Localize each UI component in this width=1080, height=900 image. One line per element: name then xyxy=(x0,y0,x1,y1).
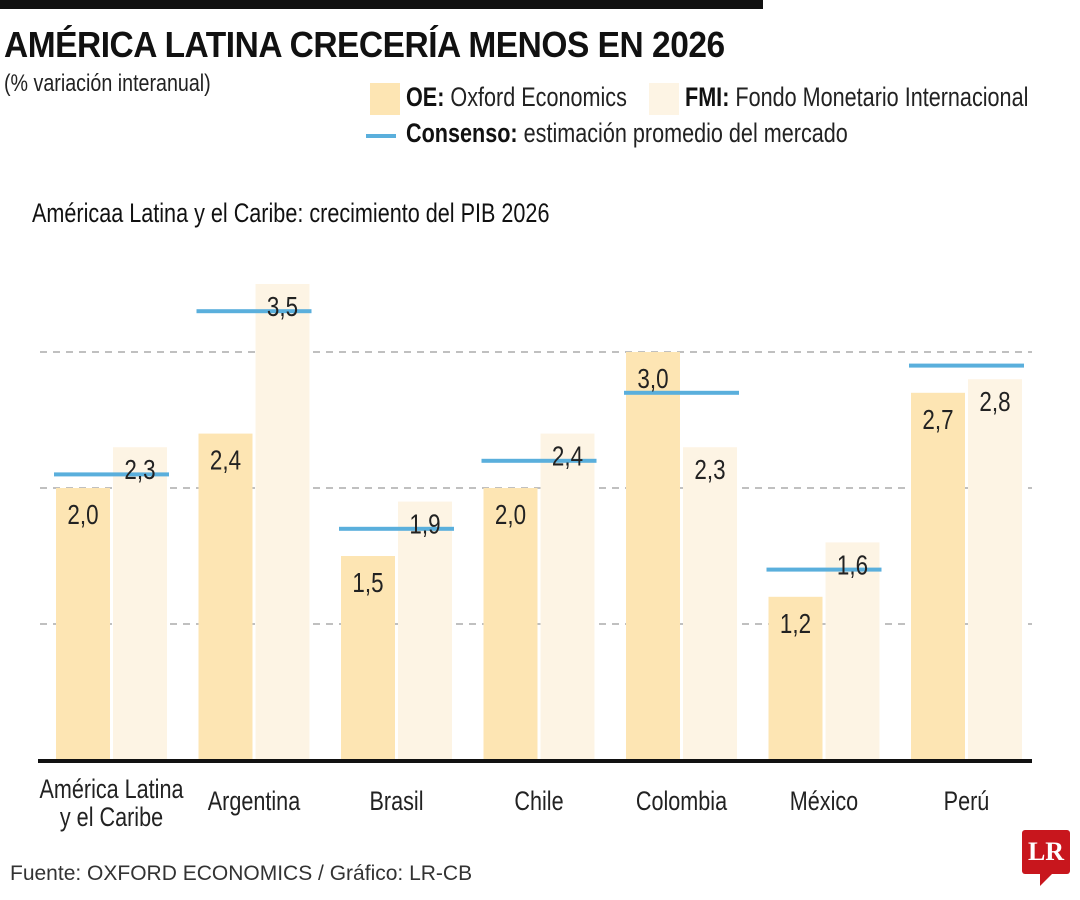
bar-oe xyxy=(768,596,823,760)
bar-oe xyxy=(56,488,110,760)
chart-headline: AMÉRICA LATINA CRECERÍA MENOS EN 2026 xyxy=(4,24,725,65)
consensus-marker xyxy=(54,472,169,477)
legend-swatch-fmi xyxy=(649,83,679,115)
legend-key-fmi: FMI: xyxy=(685,82,730,112)
bar-oe xyxy=(341,556,395,760)
bar-label-fmi: 2,3 xyxy=(694,455,725,486)
bars xyxy=(56,284,1022,760)
bar-fmi xyxy=(968,379,1022,760)
legend-key-consenso: Consenso: xyxy=(406,118,518,148)
category-label: Chile xyxy=(514,787,563,817)
category-label: Colombia xyxy=(636,787,728,817)
bar-fmi xyxy=(398,501,452,760)
bar-label-oe: 2,0 xyxy=(495,500,526,531)
consensus-marker xyxy=(481,458,597,463)
bar-label-oe: 2,4 xyxy=(210,445,241,476)
bar-fmi xyxy=(113,447,167,760)
bar-label-oe: 2,0 xyxy=(67,500,98,531)
bar-oe xyxy=(198,433,253,760)
category-label: Argentina xyxy=(208,787,301,817)
chart-title: Américaa Latina y el Caribe: crecimiento… xyxy=(32,198,549,229)
bar-fmi xyxy=(255,284,310,760)
bar-label-oe: 2,7 xyxy=(922,405,953,436)
bar-oe xyxy=(911,392,965,760)
legend-item-consenso: Consenso: estimación promedio del mercad… xyxy=(406,118,848,149)
bar-label-fmi: 1,6 xyxy=(837,550,868,581)
consensus-marker xyxy=(909,363,1024,368)
category-label: y el Caribe xyxy=(60,803,163,833)
legend-swatch-oe xyxy=(370,83,400,115)
chart-units: (% variación interanual) xyxy=(4,70,211,97)
lr-logo-tail xyxy=(1040,872,1054,886)
category-label: América Latina xyxy=(39,775,183,805)
chart-title-text: Américaa Latina y el Caribe: crecimiento… xyxy=(32,198,550,228)
legend-label-consenso: estimación promedio del mercado xyxy=(523,118,848,148)
legend-item-oe: OE: Oxford Economics xyxy=(406,82,627,113)
bar-label-fmi: 1,9 xyxy=(409,509,440,540)
bar-label-oe: 1,2 xyxy=(780,609,811,640)
lr-logo: LR xyxy=(1022,830,1070,874)
consensus-marker xyxy=(339,526,454,531)
category-label: México xyxy=(790,787,858,817)
legend-label-fmi: Fondo Monetario Internacional xyxy=(735,82,1029,112)
consensus-marker xyxy=(196,309,312,314)
top-rule xyxy=(0,0,763,9)
bar-fmi xyxy=(825,542,880,760)
bar-label-fmi: 3,5 xyxy=(267,292,298,323)
legend-key-oe: OE: xyxy=(406,82,445,112)
legend-label-oe: Oxford Economics xyxy=(450,82,627,112)
bar-oe xyxy=(483,488,538,760)
category-label: Brasil xyxy=(370,787,424,817)
bar-fmi xyxy=(540,433,595,760)
bar-label-fmi: 2,8 xyxy=(979,387,1010,418)
bar-label-oe: 3,0 xyxy=(637,364,668,395)
source-note: Fuente: OXFORD ECONOMICS / Gráfico: LR-C… xyxy=(10,862,473,885)
bar-label-oe: 1,5 xyxy=(352,568,383,599)
category-label: Perú xyxy=(944,787,990,817)
consensus-marker xyxy=(766,567,882,572)
consensus-marker xyxy=(624,390,739,395)
bar-fmi xyxy=(683,447,737,760)
bar-label-fmi: 2,4 xyxy=(552,441,583,472)
legend-line-consenso xyxy=(366,134,396,138)
bar-labels: 2,0 2,3 2,4 3,5 1,5 1,9 2,0 2,4 3,0 2,3 1,2 1,6 2,7 2… xyxy=(67,292,1010,640)
lr-logo-text: LR xyxy=(1027,837,1065,866)
legend-item-fmi: FMI: Fondo Monetario Internacional xyxy=(685,82,1028,113)
bar-oe xyxy=(626,352,680,760)
bar-label-fmi: 2,3 xyxy=(124,455,155,486)
consensus-markers xyxy=(54,309,1024,572)
